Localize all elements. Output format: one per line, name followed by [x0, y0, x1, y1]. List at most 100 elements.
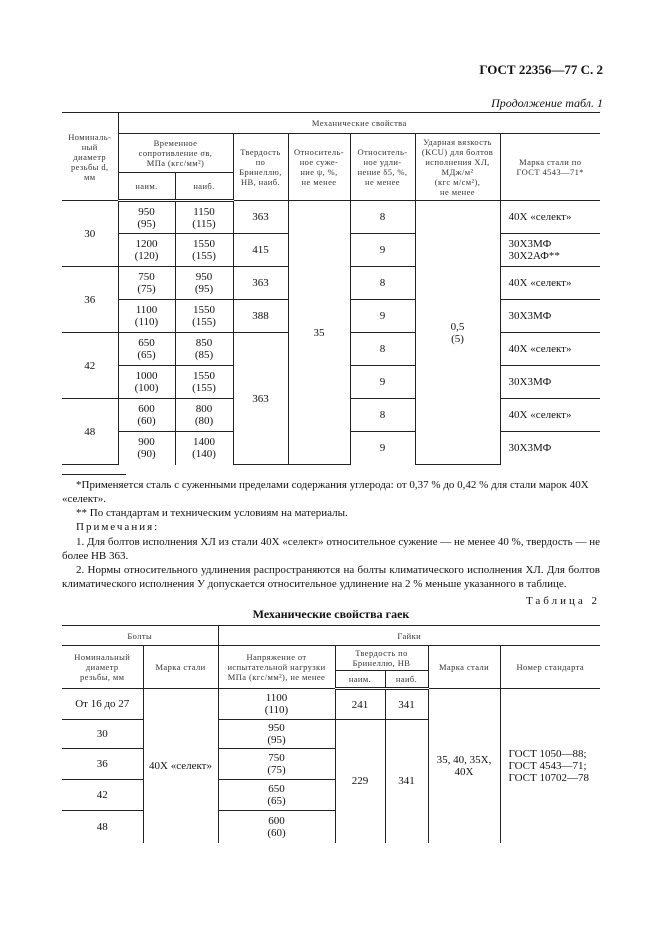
cell: 30Х3МФ 30Х2АФ**: [499, 233, 600, 267]
cell: 1100 (110): [118, 299, 176, 333]
cell: 30Х3МФ: [499, 299, 600, 333]
table-1: Номиналь- ный диаметр резьбы d, мм Механи…: [62, 112, 600, 465]
header-diameter: Номиналь- ный диаметр резьбы d, мм: [62, 112, 119, 201]
cell-impact: 0,5 (5): [414, 200, 501, 465]
footnote-2: ** По стандартам и техническим условиям …: [76, 507, 348, 519]
header-hardness: Твердость по Бринеллю, НВ: [334, 645, 429, 671]
cell: 1000 (100): [118, 365, 176, 399]
table-row: 36 750 (75) 950 (95) 363 8 40Х «селект»: [62, 266, 600, 333]
header-bolt-grade: Марка стали: [142, 645, 219, 689]
cell: 363: [232, 200, 289, 234]
table-2-label: Таблица 2: [525, 595, 600, 607]
header-hardness: Твердость по Бринеллю, HB, наиб.: [232, 133, 289, 201]
cell-diameter: 30: [62, 200, 119, 267]
continuation-label: Продолжение табл. 1: [491, 96, 603, 110]
header-tensile: Временное сопротивление σв, МПа (кгс/мм²…: [118, 133, 234, 173]
table-2-title: Механические свойства гаек: [252, 607, 410, 621]
cell: 363: [232, 266, 289, 300]
cell: 8: [349, 398, 416, 432]
cell-diameter: 30: [62, 719, 144, 749]
cell: 850 (85): [174, 332, 234, 366]
table-row: 36 750 (75): [62, 748, 600, 780]
header-min: наим.: [335, 670, 386, 690]
cell: 229: [334, 719, 386, 843]
cell: 1550 (155): [174, 233, 234, 267]
cell: 40Х «селект»: [499, 398, 600, 432]
cell: 9: [349, 299, 416, 333]
cell: 341: [384, 719, 428, 843]
cell: 9: [349, 365, 416, 399]
table-2: Болты Гайки Номинальный диаметр резьбы, м…: [62, 625, 600, 843]
cell-nut-grade: 35, 40, 35Х, 40Х: [427, 688, 501, 843]
cell: 8: [349, 266, 416, 300]
table-row: 42 650 (65) 850 (85) 363 8 40Х «селект»: [62, 332, 600, 465]
cell-bolt-grade: 40Х «селект»: [142, 688, 219, 843]
cell: 1550 (155): [174, 299, 234, 333]
cell: 950 (95): [217, 719, 336, 749]
cell-standard: ГОСТ 1050—88; ГОСТ 4543—71; ГОСТ 10702—7…: [499, 688, 600, 843]
cell: 600 (60): [117, 398, 176, 432]
header-stress: Напряжение от испытательной нагрузки МПа…: [217, 645, 336, 689]
header-reduction: Относитель- ное суже- ние ψ, %, не менее: [287, 133, 351, 201]
cell: 9: [349, 431, 416, 465]
cell: 600 (60): [217, 810, 335, 843]
cell: 900 (90): [118, 431, 176, 465]
header-nut-grade: Марка стали: [427, 645, 501, 689]
footnote-divider: [62, 474, 126, 475]
header-impact: Ударная вязкость (KCU) для болтов исполн…: [414, 133, 501, 201]
cell: 40Х «селект»: [499, 200, 600, 234]
header-diameter: Номинальный диаметр резьбы, мм: [62, 645, 144, 689]
cell: 1400 (140): [174, 431, 234, 465]
page-reference: ГОСТ 22356—77 С. 2: [479, 62, 603, 77]
header-standard: Номер стандарта: [499, 645, 600, 689]
header-elongation: Относитель- ное удли- нение δ5, %, не ме…: [349, 133, 416, 201]
cell: 800 (80): [174, 398, 234, 432]
cell-diameter: 36: [62, 266, 119, 333]
cell: 750 (75): [117, 266, 176, 300]
table-row: 30 950 (95) 1150 (115) 363 35 8 0,5 (5) 40Х «се…: [62, 200, 600, 465]
cell-diameter: 48: [62, 810, 144, 843]
cell: 950 (95): [174, 266, 234, 300]
cell: 650 (65): [217, 779, 335, 811]
cell-diameter: 36: [62, 748, 144, 780]
table-row: 1200 (120) 1550 (155) 415 9 30Х3МФ 30Х2АФ**: [62, 233, 600, 267]
header-max: наиб.: [174, 172, 233, 202]
cell: 8: [349, 200, 416, 234]
cell: 341: [384, 688, 429, 720]
cell: 363: [232, 332, 289, 465]
header-mechanical: Механические свойства: [117, 112, 600, 134]
notes-title: Примечания:: [76, 521, 160, 533]
cell: 650 (65): [117, 332, 176, 366]
cell: 750 (75): [217, 748, 335, 780]
table-row: 1100 (110) 1550 (155) 388 9 30Х3МФ: [62, 299, 600, 333]
note-1: 1. Для болтов исполнения ХЛ из стали 40Х…: [62, 536, 600, 562]
cell: 388: [232, 299, 289, 333]
cell: 8: [349, 332, 416, 366]
cell: 241: [334, 688, 386, 720]
cell-diameter: 42: [62, 332, 119, 399]
cell: 415: [232, 233, 289, 267]
cell-diameter: От 16 до 27: [62, 688, 144, 720]
cell: 1100 (110): [217, 688, 336, 720]
cell: 40Х «селект»: [499, 266, 600, 300]
header-min: наим.: [118, 172, 176, 202]
table-row: 30 950 (95) 229 341: [62, 719, 600, 843]
note-2: 2. Нормы относительного удлинения распро…: [62, 564, 600, 590]
header-max: наиб.: [384, 670, 428, 690]
footnote-1: *Применяется сталь с суженными пределами…: [62, 479, 589, 505]
cell-reduction: 35: [287, 200, 351, 465]
header-nuts: Гайки: [217, 625, 600, 646]
cell: 40Х «селект»: [499, 332, 600, 366]
cell: 30Х3МФ: [499, 431, 600, 465]
cell: 30Х3МФ: [499, 365, 600, 399]
header-grade: Марка стали по ГОСТ 4543—71*: [499, 133, 600, 201]
cell: 950 (95): [117, 200, 176, 234]
table-row: 900 (90) 1400 (140) 9 30Х3МФ: [62, 431, 600, 465]
cell-diameter: 48: [62, 398, 119, 465]
cell-diameter: 42: [62, 779, 144, 811]
cell: 9: [349, 233, 416, 267]
cell: 1150 (115): [174, 200, 234, 234]
cell: 1200 (120): [118, 233, 176, 267]
table-row: От 16 до 27 40Х «селект» 1100 (110) 241 341 3…: [62, 688, 600, 843]
cell: 1550 (155): [174, 365, 234, 399]
